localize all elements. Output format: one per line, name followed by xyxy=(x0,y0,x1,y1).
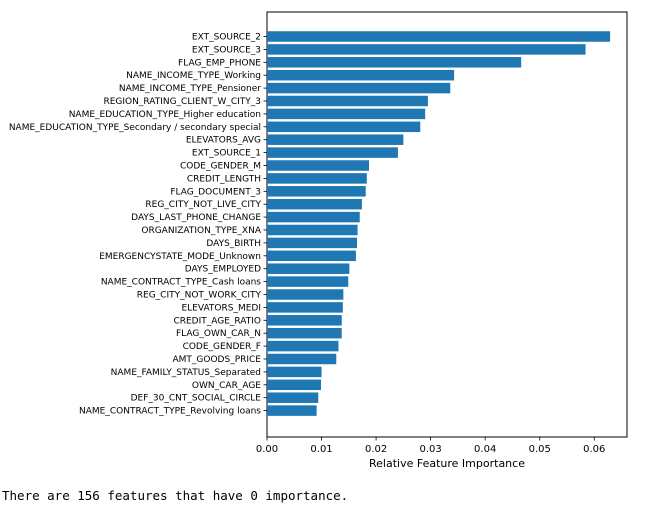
y-tick-label: DEF_30_CNT_SOCIAL_CIRCLE xyxy=(131,394,262,404)
y-tick-label: ORGANIZATION_TYPE_XNA xyxy=(141,226,261,236)
bar xyxy=(267,69,455,81)
bar xyxy=(267,379,321,391)
y-tick-labels: EXT_SOURCE_2 EXT_SOURCE_3 FLAG_EMP_PHONE NA… xyxy=(9,33,267,417)
bar xyxy=(267,108,426,120)
bar xyxy=(267,44,586,55)
y-tick-label: NAME_INCOME_TYPE_Working xyxy=(126,71,261,81)
y-tick-label: ELEVATORS_AVG xyxy=(186,136,261,146)
bar xyxy=(267,147,398,158)
bar xyxy=(267,250,356,262)
feature-importance-chart: EXT_SOURCE_2 EXT_SOURCE_3 FLAG_EMP_PHONE NA… xyxy=(9,11,628,470)
y-tick-label: EXT_SOURCE_1 xyxy=(192,149,261,159)
bar xyxy=(267,366,322,378)
bar xyxy=(267,289,344,300)
output-message: There are 156 features that have 0 impor… xyxy=(2,488,349,503)
bar xyxy=(267,198,362,210)
x-tick-label: 0.05 xyxy=(529,444,551,455)
bar xyxy=(267,31,611,42)
y-tick-label: FLAG_OWN_CAR_N xyxy=(176,329,261,339)
bars-group xyxy=(267,31,611,416)
bar xyxy=(267,121,421,133)
y-tick-label: CREDIT_AGE_RATIO xyxy=(173,316,261,326)
y-tick-label: CREDIT_LENGTH xyxy=(187,174,261,184)
x-axis-label: Relative Feature Importance xyxy=(369,457,525,470)
bar xyxy=(267,211,360,223)
x-tick-label: 0.01 xyxy=(310,444,332,455)
bar xyxy=(267,315,342,326)
y-tick-label: AMT_GOODS_PRICE xyxy=(172,355,261,365)
x-tick-label: 0.00 xyxy=(256,444,278,455)
y-tick-label: NAME_EDUCATION_TYPE_Higher education xyxy=(69,110,261,120)
x-tick-label: 0.02 xyxy=(365,444,387,455)
bar xyxy=(267,276,349,287)
bar xyxy=(267,340,339,352)
x-ticks: 0.00 0.01 0.02 0.03 0.04 0.05 0.06 xyxy=(256,437,605,455)
bar xyxy=(267,353,337,365)
y-tick-label: EXT_SOURCE_2 xyxy=(192,33,261,43)
y-tick-label: FLAG_DOCUMENT_3 xyxy=(170,187,261,197)
bar xyxy=(267,392,319,403)
bar xyxy=(267,237,357,249)
bar-chart-svg: EXT_SOURCE_2 EXT_SOURCE_3 FLAG_EMP_PHONE NA… xyxy=(9,11,628,470)
y-tick-label: NAME_CONTRACT_TYPE_Cash loans xyxy=(101,278,261,288)
y-tick-label: CODE_GENDER_M xyxy=(180,162,261,172)
bar xyxy=(267,302,343,313)
bar xyxy=(267,263,350,274)
bar xyxy=(267,173,367,184)
y-tick-label: DAYS_LAST_PHONE_CHANGE xyxy=(131,213,261,223)
bar xyxy=(267,224,358,236)
y-tick-label: NAME_FAMILY_STATUS_Separated xyxy=(111,368,261,378)
y-tick-label: REG_CITY_NOT_WORK_CITY xyxy=(137,291,262,301)
x-tick-label: 0.03 xyxy=(420,444,442,455)
y-tick-label: NAME_EDUCATION_TYPE_Secondary / secondar… xyxy=(9,123,261,133)
x-tick-label: 0.04 xyxy=(474,444,496,455)
bar xyxy=(267,160,369,171)
y-tick-label: EMERGENCYSTATE_MODE_Unknown xyxy=(99,252,261,262)
y-tick-label: ELEVATORS_MEDI xyxy=(181,303,261,313)
bar xyxy=(267,95,428,107)
y-tick-label: NAME_INCOME_TYPE_Pensioner xyxy=(119,84,261,94)
y-tick-label: REGION_RATING_CLIENT_W_CITY_3 xyxy=(103,97,261,107)
y-tick-label: NAME_CONTRACT_TYPE_Revolving loans xyxy=(79,407,261,417)
y-tick-label: EXT_SOURCE_3 xyxy=(192,45,261,55)
y-tick-label: OWN_CAR_AGE xyxy=(192,381,261,391)
y-tick-label: CODE_GENDER_F xyxy=(183,342,261,352)
y-tick-label: DAYS_EMPLOYED xyxy=(185,265,261,275)
bar xyxy=(267,82,451,94)
x-tick-label: 0.06 xyxy=(583,444,605,455)
bar xyxy=(267,327,342,339)
bar xyxy=(267,405,317,416)
bar xyxy=(267,186,366,197)
y-tick-label: FLAG_EMP_PHONE xyxy=(178,58,261,68)
y-tick-label: DAYS_BIRTH xyxy=(206,239,261,249)
bar xyxy=(267,134,404,145)
y-tick-label: REG_CITY_NOT_LIVE_CITY xyxy=(145,200,261,210)
plot-area xyxy=(266,11,628,438)
bar xyxy=(267,57,522,68)
